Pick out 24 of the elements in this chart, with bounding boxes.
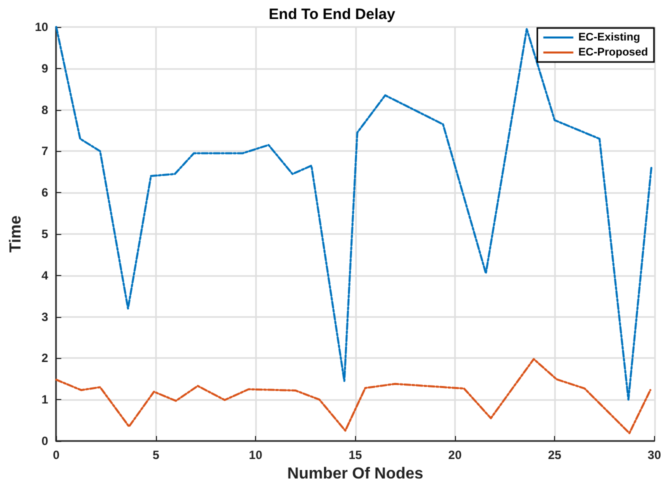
y-tick-label: 7: [42, 144, 49, 158]
y-tick-label: 4: [42, 268, 49, 282]
y-tick-label: 0: [42, 434, 49, 448]
y-tick-label: 6: [42, 186, 49, 200]
legend-label: EC-Existing: [578, 32, 640, 44]
x-axis-title: Number Of Nodes: [287, 465, 424, 482]
legend-label: EC-Proposed: [578, 46, 648, 58]
y-tick-label: 3: [42, 310, 49, 324]
y-tick-label: 5: [42, 227, 49, 241]
y-tick-label: 10: [34, 20, 49, 34]
x-tick-label: 15: [348, 448, 362, 462]
x-tick-label: 10: [248, 448, 263, 462]
y-tick-label: 9: [42, 61, 49, 76]
y-tick-label: 2: [42, 351, 49, 366]
y-tick-label: 8: [42, 102, 49, 117]
x-tick-label: 20: [448, 448, 462, 462]
chart-title: End To End Delay: [268, 6, 396, 23]
y-tick-label: 1: [42, 392, 49, 407]
x-tick-label: 25: [548, 448, 562, 462]
line-series: [55, 358, 652, 434]
x-tick-label: 0: [52, 448, 60, 462]
x-tick-label: 5: [152, 448, 160, 462]
y-axis-title: Time: [8, 215, 24, 253]
x-tick-label: 30: [648, 448, 662, 462]
